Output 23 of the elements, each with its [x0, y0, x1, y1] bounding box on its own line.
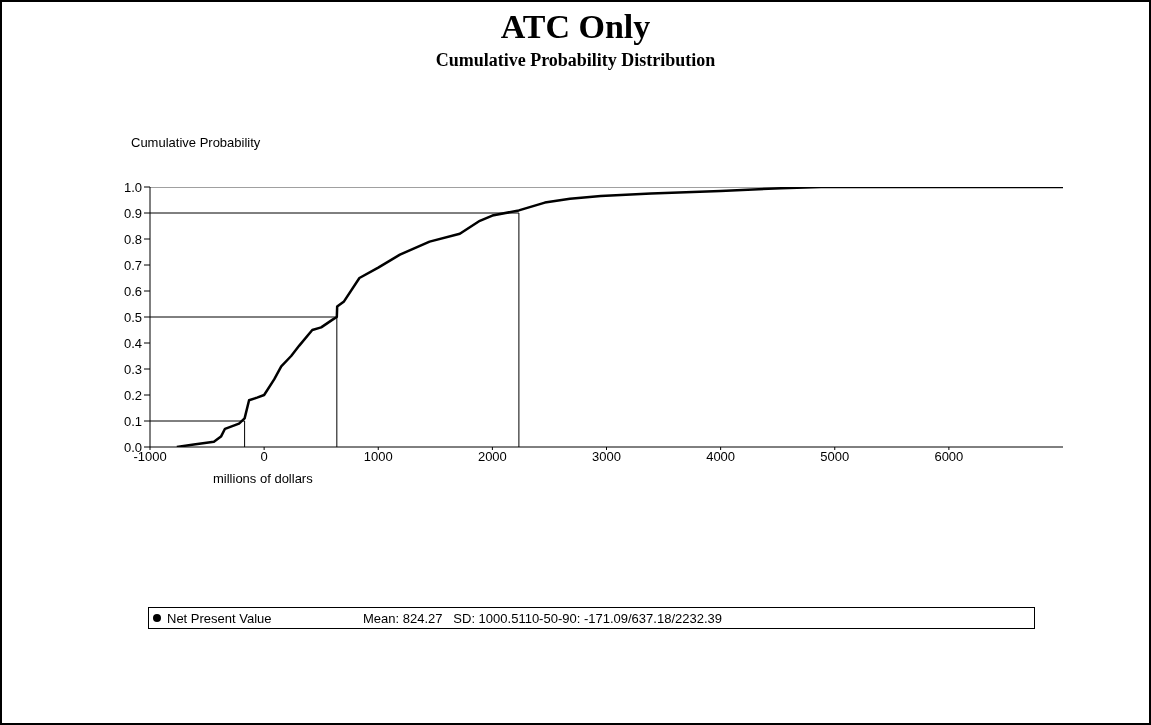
text: Mean: 824.27 SD: 1000.5110-50-90: -171.09/637.18/2232.39	[363, 610, 722, 626]
y-tick-label: 0.8	[123, 231, 142, 247]
chart-subtitle: Cumulative Probability Distribution	[434, 50, 717, 71]
y-tick-label: 0.4	[123, 335, 142, 351]
y-tick-label: 0.9	[123, 205, 142, 221]
x-tick-label: 6000	[934, 449, 964, 465]
x-axis-title: millions of dollars	[213, 471, 313, 486]
x-tick-label: 3000	[592, 449, 621, 465]
y-tick-label: 0.7	[123, 257, 142, 273]
x-tick-label: 5000	[820, 449, 850, 465]
y-tick-label: 0.5	[123, 309, 142, 325]
y-axis-title: Cumulative Probability	[131, 135, 261, 150]
y-tick-label: 0.1	[123, 413, 142, 429]
x-tick-label: 2000	[477, 449, 507, 465]
y-tick-label: 0.2	[123, 387, 142, 403]
chart-title: ATC Only	[499, 8, 652, 46]
legend-label: Net Present Value	[166, 610, 273, 626]
x-tick-label: 0	[260, 449, 268, 465]
x-tick-label: 4000	[706, 449, 736, 465]
x-tick-label: 1000	[363, 449, 393, 465]
y-tick-label: 1.0	[123, 179, 142, 195]
y-tick-label: 0.3	[123, 361, 142, 377]
y-tick-label: 0.6	[123, 283, 142, 299]
